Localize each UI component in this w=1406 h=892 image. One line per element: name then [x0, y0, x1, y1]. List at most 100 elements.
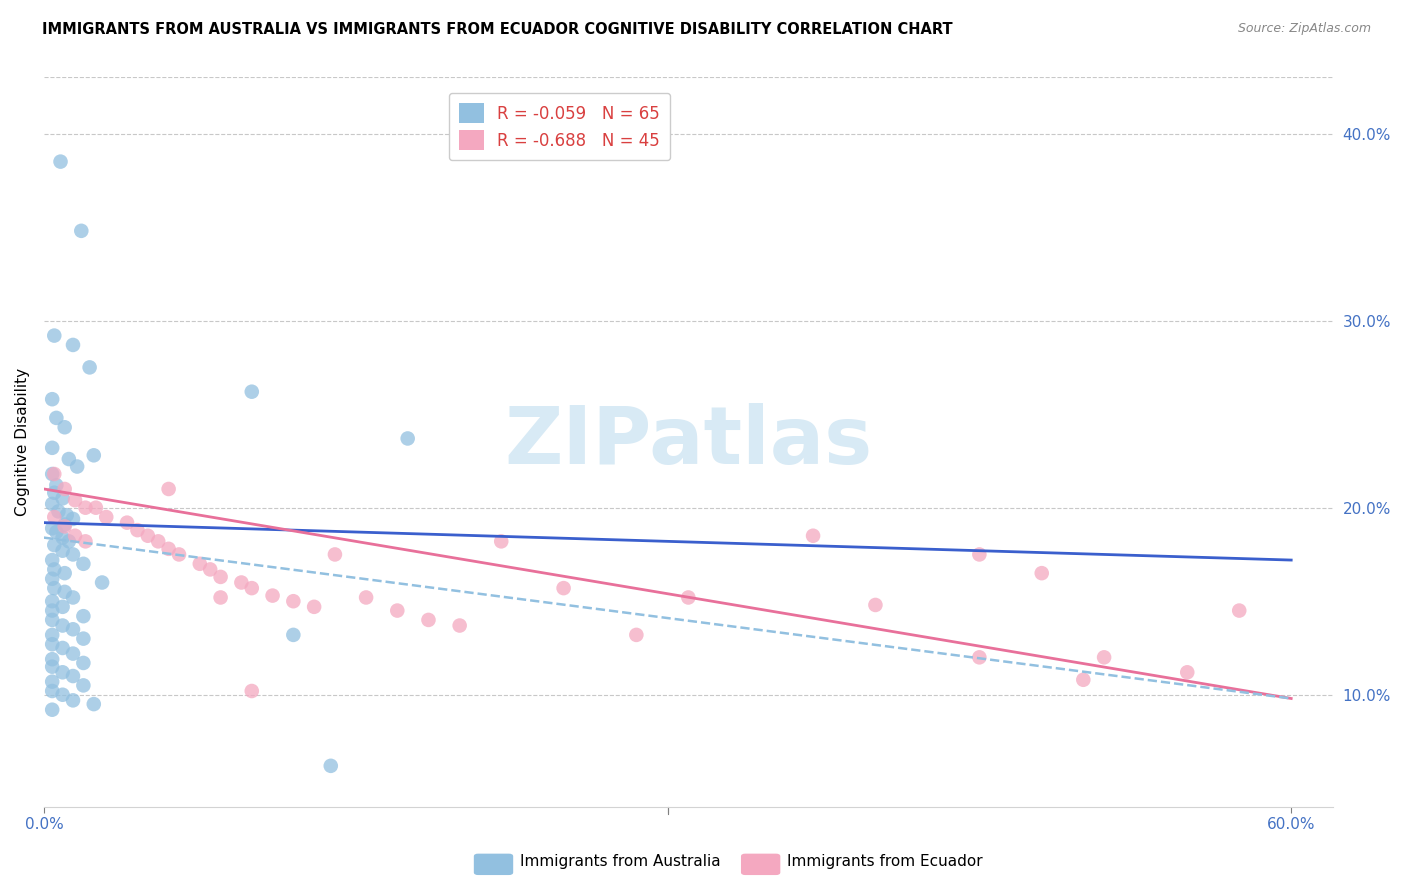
Point	[55, 508, 77, 523]
Point	[323, 548, 346, 562]
Point	[52, 665, 75, 680]
Text: ZIPatlas: ZIPatlas	[505, 403, 873, 481]
Point	[283, 594, 305, 608]
Point	[148, 534, 170, 549]
Point	[1175, 665, 1198, 680]
Point	[48, 504, 70, 518]
Point	[62, 338, 84, 352]
Point	[62, 591, 84, 605]
Point	[283, 628, 305, 642]
Point	[62, 622, 84, 636]
Point	[72, 609, 94, 624]
Point	[200, 562, 222, 576]
Point	[44, 510, 66, 524]
Text: IMMIGRANTS FROM AUSTRALIA VS IMMIGRANTS FROM ECUADOR COGNITIVE DISABILITY CORREL: IMMIGRANTS FROM AUSTRALIA VS IMMIGRANTS …	[42, 22, 953, 37]
Point	[75, 534, 97, 549]
Point	[83, 697, 105, 711]
Point	[72, 678, 94, 692]
Point	[63, 529, 86, 543]
Point	[262, 589, 284, 603]
Point	[231, 575, 253, 590]
Point	[52, 491, 75, 506]
Point	[240, 684, 263, 698]
Point	[52, 599, 75, 614]
Point	[41, 572, 63, 586]
Point	[58, 452, 80, 467]
Point	[41, 441, 63, 455]
Point	[489, 534, 512, 549]
Point	[41, 703, 63, 717]
Point	[84, 500, 107, 515]
Point	[52, 640, 75, 655]
Point	[41, 594, 63, 608]
Point	[396, 432, 419, 446]
Point	[41, 467, 63, 481]
Point	[865, 598, 887, 612]
Point	[52, 618, 75, 632]
Point	[41, 674, 63, 689]
Point	[209, 570, 232, 584]
Point	[127, 523, 149, 537]
Point	[115, 516, 138, 530]
Point	[70, 224, 93, 238]
Point	[136, 529, 159, 543]
Text: Immigrants from Ecuador: Immigrants from Ecuador	[787, 854, 983, 869]
Point	[44, 467, 66, 481]
Point	[969, 650, 991, 665]
Point	[188, 557, 211, 571]
Point	[63, 493, 86, 508]
Point	[79, 360, 101, 375]
Point	[72, 632, 94, 646]
Point	[41, 521, 63, 535]
Point	[58, 534, 80, 549]
Point	[157, 482, 180, 496]
Point	[319, 759, 342, 773]
Point	[44, 562, 66, 576]
Point	[801, 529, 824, 543]
Point	[1071, 673, 1094, 687]
Point	[66, 459, 89, 474]
Point	[157, 541, 180, 556]
Point	[53, 420, 76, 434]
Point	[53, 517, 76, 532]
Point	[41, 659, 63, 673]
Point	[41, 637, 63, 651]
Point	[52, 543, 75, 558]
Point	[72, 557, 94, 571]
Point	[240, 384, 263, 399]
Point	[387, 603, 409, 617]
Y-axis label: Cognitive Disability: Cognitive Disability	[15, 368, 30, 516]
Point	[44, 485, 66, 500]
Point	[240, 581, 263, 595]
Point	[41, 392, 63, 407]
Point	[45, 524, 67, 539]
Point	[62, 512, 84, 526]
Point	[44, 581, 66, 595]
Legend: R = -0.059   N = 65, R = -0.688   N = 45: R = -0.059 N = 65, R = -0.688 N = 45	[449, 93, 671, 161]
Point	[167, 548, 190, 562]
Point	[62, 548, 84, 562]
Text: Source: ZipAtlas.com: Source: ZipAtlas.com	[1237, 22, 1371, 36]
Point	[44, 328, 66, 343]
Point	[72, 656, 94, 670]
Point	[553, 581, 575, 595]
Point	[91, 575, 114, 590]
Point	[1092, 650, 1115, 665]
Point	[1031, 566, 1053, 581]
Point	[209, 591, 232, 605]
Point	[52, 531, 75, 545]
Point	[53, 519, 76, 533]
Point	[53, 482, 76, 496]
Point	[62, 693, 84, 707]
Point	[1227, 603, 1250, 617]
Point	[41, 553, 63, 567]
Point	[678, 591, 700, 605]
Point	[44, 538, 66, 552]
Text: Immigrants from Australia: Immigrants from Australia	[520, 854, 721, 869]
Point	[41, 603, 63, 617]
Point	[75, 500, 97, 515]
Point	[53, 566, 76, 581]
Point	[626, 628, 648, 642]
Point	[969, 548, 991, 562]
Point	[354, 591, 377, 605]
